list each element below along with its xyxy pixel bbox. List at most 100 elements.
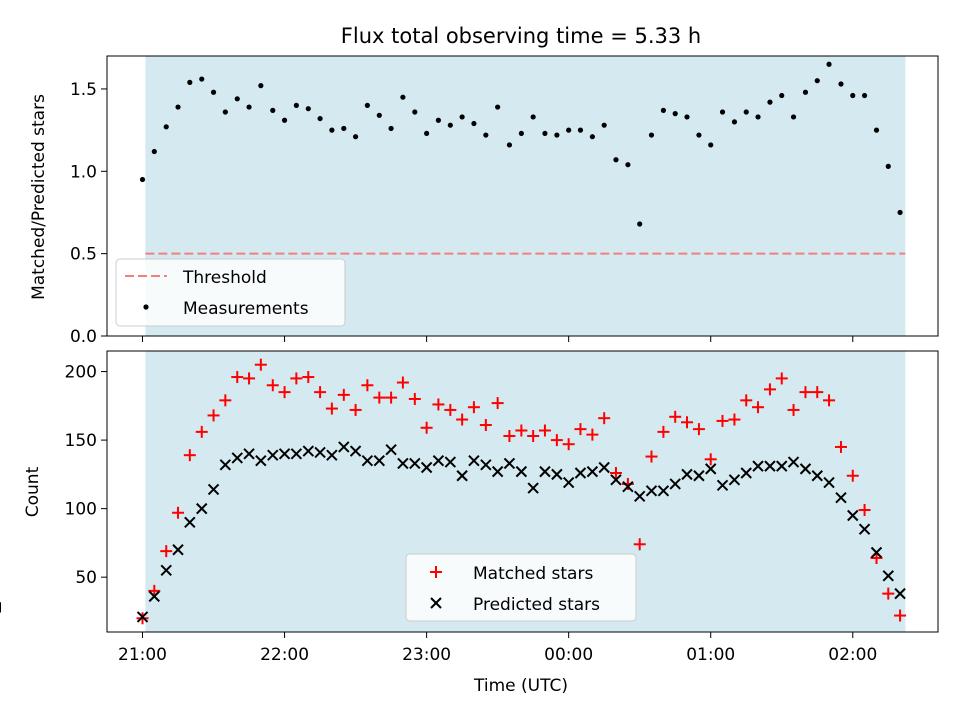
y-tick-label: 200 — [65, 363, 97, 383]
predicted-star-point — [444, 456, 457, 468]
measurement-point — [495, 104, 501, 110]
predicted-star-point — [539, 465, 551, 478]
matched-star-point — [243, 372, 256, 385]
measurement-point — [412, 109, 418, 115]
measurement-point — [293, 102, 299, 109]
matched-star-point — [586, 428, 599, 441]
matched-star-point — [479, 419, 492, 432]
measurement-point — [850, 92, 856, 99]
predicted-star-point — [420, 461, 433, 474]
measurement-point — [199, 76, 205, 82]
matched-star-point — [775, 372, 788, 385]
matched-star-point — [645, 450, 658, 463]
predicted-star-point — [255, 454, 267, 467]
y-tick-label: 50 — [75, 568, 97, 588]
predicted-star-point — [610, 474, 622, 486]
measurement-point — [163, 124, 169, 130]
measurement-point — [767, 99, 773, 105]
predicted-star-point — [456, 470, 468, 482]
measurement-point — [708, 142, 714, 148]
matched-star-point — [491, 397, 504, 410]
measurement-point — [341, 125, 347, 132]
predicted-star-point — [361, 454, 374, 467]
matched-star-point — [538, 424, 551, 437]
measurement-point — [719, 109, 726, 115]
matched-star-point — [456, 413, 469, 426]
matched-star-point — [325, 402, 338, 415]
matched-star-point — [361, 379, 374, 392]
bottom-legend: Matched stars Predicted stars — [405, 553, 637, 622]
predicted-star-point — [373, 454, 386, 467]
predicted-star-point — [136, 611, 149, 623]
measurement-point — [376, 112, 382, 118]
matched-star-point — [633, 538, 646, 551]
predicted-star-point — [882, 570, 894, 582]
matched-star-point — [207, 409, 220, 422]
matched-star-point — [254, 358, 267, 371]
measurement-point — [731, 119, 738, 125]
predicted-star-point — [515, 465, 528, 478]
predicted-star-point — [527, 482, 539, 494]
matched-star-point — [562, 438, 575, 451]
matched-star-point — [799, 386, 812, 399]
matched-star-point — [302, 371, 315, 384]
predicted-star-point — [574, 467, 587, 479]
matched-star-point — [503, 429, 516, 442]
y-tick-label: 1.5 — [70, 80, 97, 100]
matched-star-point — [716, 414, 729, 427]
measurement-point — [471, 120, 477, 127]
measurement-point — [684, 114, 690, 120]
measurement-point — [270, 107, 276, 113]
measurement-point — [648, 132, 655, 138]
predicted-star-point — [160, 564, 172, 577]
predicted-star-point — [172, 544, 184, 556]
predicted-star-point — [894, 587, 906, 600]
bottom-x-ticks: 21:00 22:00 23:00 00:00 01:00 02:00 — [118, 632, 877, 665]
measurement-point — [459, 114, 465, 120]
measurement-point — [625, 162, 631, 168]
matched-star-point — [609, 466, 622, 479]
measurement-point — [554, 132, 560, 138]
bottom-y-ticks: 50 100 150 200 — [65, 363, 107, 588]
measurement-point — [696, 132, 702, 138]
y-tick-label: 0.0 — [70, 327, 97, 347]
legend-predicted-label: Predicted stars — [473, 595, 600, 615]
top-y-axis-label: Matched/Predicted stars — [29, 94, 49, 300]
top-x-ticks — [142, 336, 854, 342]
predicted-star-point — [267, 449, 279, 461]
predicted-star-point — [586, 465, 599, 478]
measurement-point — [435, 117, 442, 123]
predicted-star-point — [598, 461, 610, 474]
measurement-point — [258, 83, 264, 89]
predicted-star-point — [349, 445, 362, 457]
predicted-star-point — [740, 467, 752, 479]
predicted-star-point — [338, 441, 350, 453]
measurement-point — [506, 142, 513, 148]
measurement-point — [175, 104, 181, 110]
matched-star-point — [704, 453, 717, 466]
predicted-star-point — [302, 445, 314, 457]
predicted-star-point — [409, 457, 421, 470]
x-axis-label: Time (UTC) — [473, 676, 568, 696]
matched-star-point — [740, 394, 753, 407]
measurement-point — [861, 92, 868, 99]
y-tick-label: 100 — [65, 500, 97, 520]
predicted-star-point — [562, 476, 575, 489]
predicted-star-point — [835, 491, 847, 504]
measurement-point — [317, 115, 323, 122]
measurement-point — [329, 127, 335, 133]
legend-measurements-label: Measurements — [183, 299, 309, 319]
measurement-point — [400, 94, 406, 100]
measurement-point — [637, 221, 643, 227]
measurement-point — [779, 92, 785, 99]
measurement-point — [424, 130, 430, 137]
predicted-star-point — [657, 485, 670, 497]
legend-predicted-swatch — [430, 597, 442, 609]
matched-star-point — [811, 386, 824, 399]
predicted-star-point — [858, 523, 871, 535]
predicted-star-point — [799, 463, 812, 475]
legend-matched-swatch — [430, 566, 442, 578]
matched-star-point — [763, 383, 776, 396]
matched-star-point — [657, 425, 670, 438]
